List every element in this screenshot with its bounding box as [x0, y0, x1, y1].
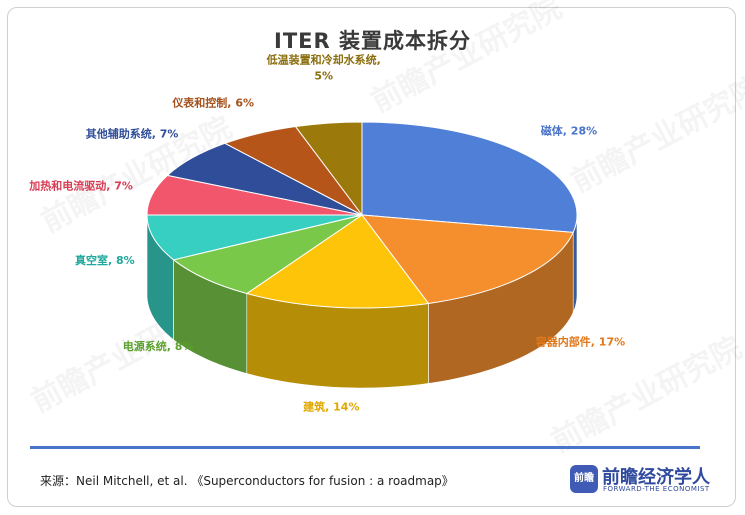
slice-6-label: 其他辅助系统, 7% [86, 126, 179, 140]
slice-0-label: 磁体, 28% [541, 123, 597, 137]
slice-8-label: 低温装置和冷却水系统, 5% [266, 52, 381, 82]
chart-title: ITER 装置成本拆分 [274, 29, 471, 53]
brand-logo: 前瞻 [570, 465, 598, 493]
slice-0-top [361, 121, 578, 233]
slice-1-label: 容器内部件, 17% [535, 334, 625, 348]
slice-3-label: 电源系统, 8% [123, 339, 194, 353]
source-note: 来源：Neil Mitchell, et al. 《Superconductor… [40, 474, 454, 488]
slice-8-top [294, 121, 363, 217]
slice-2-top [245, 214, 430, 309]
divider [30, 446, 700, 449]
slice-5-label: 加热和电流驱动, 7% [28, 179, 133, 193]
brand-subtitle: FORWARD-THE ECONOMIST [603, 485, 710, 493]
slice-7-label: 仪表和控制, 6% [171, 96, 254, 110]
slice-4-top [146, 214, 363, 261]
slice-1-top [360, 214, 574, 304]
slice-4-label: 真空室, 8% [75, 253, 135, 267]
brand-name: 前瞻经济学人 [602, 467, 710, 488]
slice-3-top [172, 214, 363, 295]
slice-2-label: 建筑, 14% [303, 399, 359, 413]
